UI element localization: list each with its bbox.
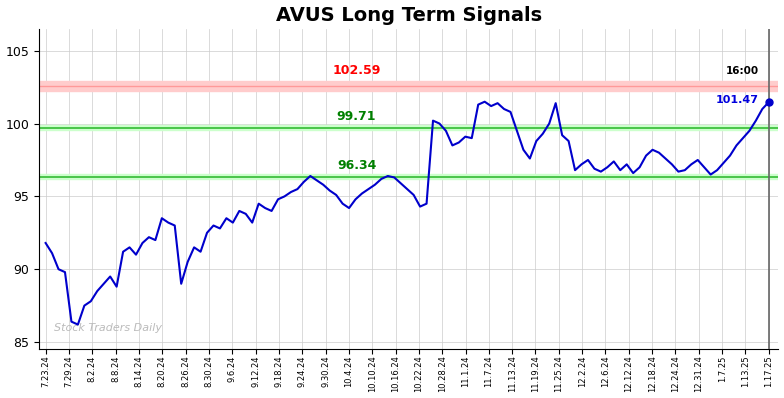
Text: 99.71: 99.71 — [337, 110, 376, 123]
Title: AVUS Long Term Signals: AVUS Long Term Signals — [276, 6, 542, 25]
Bar — [39, 81, 779, 91]
Text: 101.47: 101.47 — [716, 95, 759, 105]
Text: 96.34: 96.34 — [337, 159, 376, 172]
Text: 16:00: 16:00 — [726, 66, 759, 76]
Bar — [39, 125, 779, 131]
Text: 102.59: 102.59 — [332, 64, 381, 77]
Bar — [39, 174, 779, 179]
Text: Stock Traders Daily: Stock Traders Daily — [54, 323, 162, 333]
